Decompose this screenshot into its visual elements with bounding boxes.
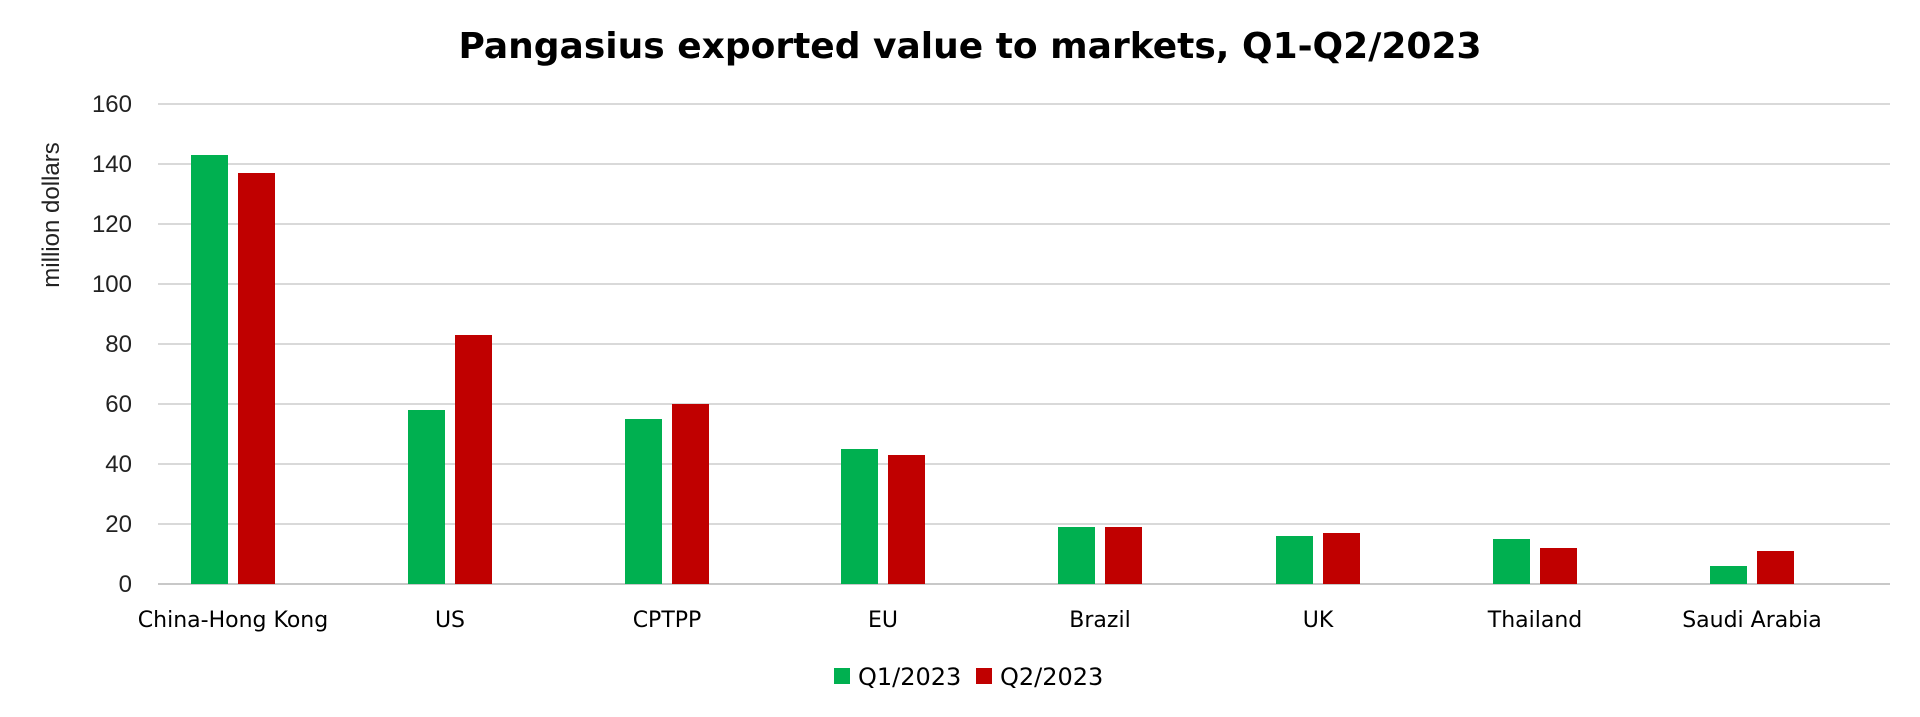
gridlines xyxy=(158,103,1890,585)
legend-swatch xyxy=(976,668,992,684)
bar-q1 xyxy=(625,419,662,584)
y-axis-label: million dollars xyxy=(38,142,65,287)
y-tick-label: 140 xyxy=(92,151,132,178)
bar-q1 xyxy=(1058,527,1095,584)
bar-q2 xyxy=(672,404,709,584)
bar-q2 xyxy=(238,173,275,584)
bar-q1 xyxy=(1710,566,1747,584)
y-tick-label: 80 xyxy=(105,331,132,358)
y-tick-label: 0 xyxy=(119,571,132,598)
x-tick-label: CPTPP xyxy=(633,608,702,633)
chart-title: Pangasius exported value to markets, Q1-… xyxy=(458,26,1481,67)
bar-q1 xyxy=(1493,539,1530,584)
bar-q2 xyxy=(1105,527,1142,584)
legend-label: Q2/2023 xyxy=(1000,663,1103,691)
x-tick-label: UK xyxy=(1303,608,1334,633)
bar-q2 xyxy=(455,335,492,584)
y-tick-label: 40 xyxy=(105,451,132,478)
y-tick-label: 100 xyxy=(92,271,132,298)
x-tick-label: Brazil xyxy=(1069,608,1130,633)
y-tick-label: 60 xyxy=(105,391,132,418)
y-tick-label: 120 xyxy=(92,211,132,238)
x-tick-label: Thailand xyxy=(1487,608,1582,633)
legend: Q1/2023 Q2/2023 xyxy=(834,663,1103,691)
x-tick-label: China-Hong Kong xyxy=(138,608,328,633)
bar-q2 xyxy=(888,455,925,584)
bars xyxy=(191,155,1794,584)
x-tick-label: EU xyxy=(868,608,898,633)
y-axis-ticks: 0 20 40 60 80 100 120 140 160 xyxy=(92,91,132,598)
bar-q2 xyxy=(1540,548,1577,584)
x-tick-label: US xyxy=(435,608,465,633)
bar-q1 xyxy=(841,449,878,584)
legend-swatch xyxy=(834,668,850,684)
x-axis-ticks: China-Hong Kong US CPTPP EU Brazil UK Thailand… xyxy=(138,608,1822,633)
bar-q2 xyxy=(1323,533,1360,584)
y-tick-label: 160 xyxy=(92,91,132,118)
bar-q2 xyxy=(1757,551,1794,584)
bar-q1 xyxy=(1276,536,1313,584)
bar-q1 xyxy=(408,410,445,584)
legend-label: Q1/2023 xyxy=(858,663,961,691)
x-tick-label: Saudi Arabia xyxy=(1682,608,1822,633)
bar-q1 xyxy=(191,155,228,584)
y-tick-label: 20 xyxy=(105,511,132,538)
